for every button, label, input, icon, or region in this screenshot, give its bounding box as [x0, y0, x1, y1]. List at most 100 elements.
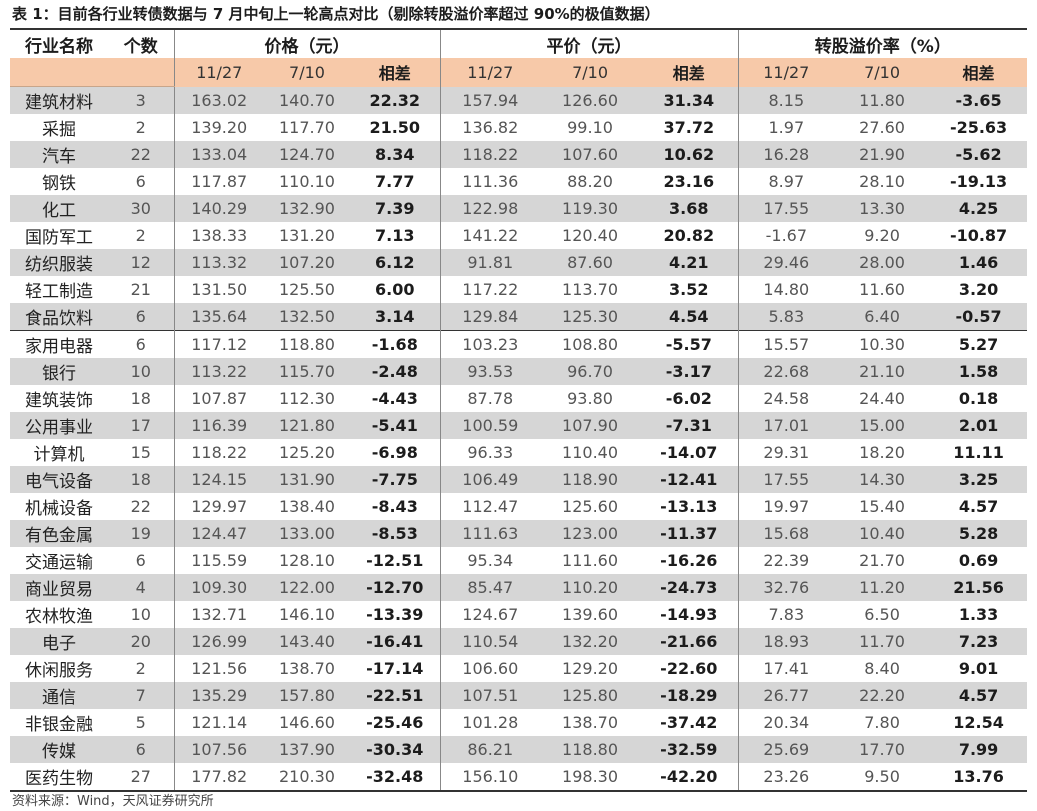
cell-industry: 汽车 [10, 141, 108, 168]
cell-count: 17 [108, 412, 174, 439]
cell-count: 6 [108, 736, 174, 763]
cell-count: 21 [108, 276, 174, 303]
cell-industry: 银行 [10, 358, 108, 385]
cell-parity-0710: 120.40 [540, 222, 641, 249]
cell-premium-0710: 10.30 [834, 330, 931, 358]
cell-price-diff: 7.13 [350, 222, 441, 249]
cell-price-1127: 131.50 [173, 276, 264, 303]
cell-premium-1127: 14.80 [737, 276, 835, 303]
cell-count: 6 [108, 168, 174, 195]
subheader-price-diff: 相差 [350, 58, 441, 87]
cell-premium-1127: 18.93 [737, 628, 835, 655]
table-row: 家用电器 6 117.12 118.80 -1.68 103.23 108.80 -5.57 1… [10, 330, 1028, 358]
cell-price-0710: 138.40 [264, 493, 350, 520]
cell-price-1127: 140.29 [173, 195, 264, 222]
cell-parity-1127: 157.94 [439, 86, 541, 114]
cell-premium-diff: -5.62 [930, 141, 1028, 168]
cell-industry: 机械设备 [10, 493, 108, 520]
cell-premium-1127: 15.68 [737, 520, 835, 547]
cell-premium-0710: 9.20 [834, 222, 931, 249]
table-body: 建筑材料 3 163.02 140.70 22.32 157.94 126.60 31.34 8… [10, 86, 1028, 791]
cell-premium-diff: 0.18 [930, 385, 1028, 412]
cell-premium-diff: 1.33 [930, 601, 1028, 628]
cell-premium-0710: 15.40 [834, 493, 931, 520]
cell-price-0710: 107.20 [264, 249, 350, 276]
cell-price-diff: -8.53 [350, 520, 441, 547]
cell-price-diff: 7.77 [350, 168, 441, 195]
cell-parity-1127: 110.54 [439, 628, 541, 655]
header-price-group: 价格（元） [173, 29, 441, 58]
cell-premium-0710: 21.90 [834, 141, 931, 168]
header-industry: 行业名称 [10, 29, 108, 58]
cell-parity-diff: -18.29 [640, 682, 739, 709]
cell-industry: 通信 [10, 682, 108, 709]
cell-price-diff: -22.51 [350, 682, 441, 709]
cell-price-0710: 125.50 [264, 276, 350, 303]
cell-premium-1127: 24.58 [737, 385, 835, 412]
table-row: 食品饮料 6 135.64 132.50 3.14 129.84 125.30 4.54 5.8… [10, 303, 1028, 331]
cell-premium-1127: 26.77 [737, 682, 835, 709]
cell-parity-diff: -5.57 [640, 330, 739, 358]
cell-parity-1127: 118.22 [439, 141, 541, 168]
table-row: 医药生物 27 177.82 210.30 -32.48 156.10 198.30 -42.… [10, 763, 1028, 791]
cell-parity-1127: 136.82 [439, 114, 541, 141]
cell-parity-1127: 129.84 [439, 303, 541, 331]
cell-premium-1127: 23.26 [737, 763, 835, 791]
cell-industry: 纺织服装 [10, 249, 108, 276]
cell-price-0710: 117.70 [264, 114, 350, 141]
cell-premium-diff: 1.58 [930, 358, 1028, 385]
cell-parity-diff: 3.52 [640, 276, 739, 303]
cell-premium-0710: 21.10 [834, 358, 931, 385]
cell-parity-0710: 138.70 [540, 709, 641, 736]
cell-count: 2 [108, 114, 174, 141]
cell-price-0710: 143.40 [264, 628, 350, 655]
cell-count: 18 [108, 466, 174, 493]
cell-parity-diff: 20.82 [640, 222, 739, 249]
cell-count: 6 [108, 303, 174, 331]
header-parity-group: 平价（元） [439, 29, 739, 58]
cell-parity-1127: 100.59 [439, 412, 541, 439]
cell-price-0710: 140.70 [264, 86, 350, 114]
cell-parity-diff: -7.31 [640, 412, 739, 439]
cell-price-0710: 132.50 [264, 303, 350, 331]
cell-count: 6 [108, 547, 174, 574]
subheader-premium-date2: 7/10 [834, 58, 931, 87]
table-row: 采掘 2 139.20 117.70 21.50 136.82 99.10 37.72 1.97… [10, 114, 1028, 141]
cell-parity-0710: 107.60 [540, 141, 641, 168]
table-row: 通信 7 135.29 157.80 -22.51 107.51 125.80 -18.29 2… [10, 682, 1028, 709]
cell-count: 12 [108, 249, 174, 276]
cell-parity-diff: -14.07 [640, 439, 739, 466]
cell-price-diff: -16.41 [350, 628, 441, 655]
cell-parity-0710: 108.80 [540, 330, 641, 358]
cell-parity-diff: -24.73 [640, 574, 739, 601]
cell-premium-0710: 10.40 [834, 520, 931, 547]
cell-price-1127: 177.82 [173, 763, 264, 791]
industry-convertible-bond-table: 行业名称 个数 价格（元） 平价（元） 转股溢价率（%） 11/27 7/10 … [10, 28, 1028, 792]
table-row: 电子 20 126.99 143.40 -16.41 110.54 132.20 -21.66… [10, 628, 1028, 655]
cell-parity-1127: 141.22 [439, 222, 541, 249]
cell-parity-0710: 110.20 [540, 574, 641, 601]
cell-premium-1127: 25.69 [737, 736, 835, 763]
cell-industry: 交通运输 [10, 547, 108, 574]
cell-premium-1127: 17.41 [737, 655, 835, 682]
cell-parity-0710: 123.00 [540, 520, 641, 547]
subheader-parity-date1: 11/27 [439, 58, 541, 87]
cell-premium-diff: 21.56 [930, 574, 1028, 601]
cell-premium-0710: 7.80 [834, 709, 931, 736]
cell-price-0710: 138.70 [264, 655, 350, 682]
cell-premium-1127: 32.76 [737, 574, 835, 601]
cell-price-diff: -25.46 [350, 709, 441, 736]
cell-price-diff: -4.43 [350, 385, 441, 412]
cell-price-1127: 132.71 [173, 601, 264, 628]
cell-parity-0710: 198.30 [540, 763, 641, 791]
cell-parity-0710: 96.70 [540, 358, 641, 385]
cell-price-0710: 137.90 [264, 736, 350, 763]
cell-premium-0710: 11.60 [834, 276, 931, 303]
cell-price-1127: 117.12 [173, 330, 264, 358]
cell-price-1127: 121.14 [173, 709, 264, 736]
cell-industry: 钢铁 [10, 168, 108, 195]
cell-price-0710: 110.10 [264, 168, 350, 195]
table-row: 化工 30 140.29 132.90 7.39 122.98 119.30 3.68 17.5… [10, 195, 1028, 222]
cell-premium-diff: -10.87 [930, 222, 1028, 249]
cell-premium-0710: 18.20 [834, 439, 931, 466]
